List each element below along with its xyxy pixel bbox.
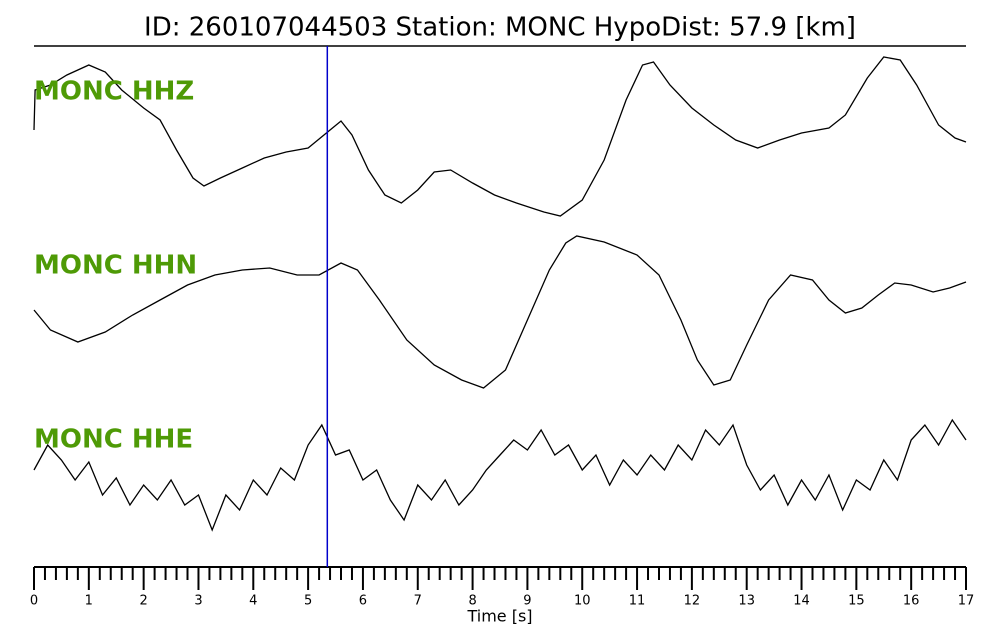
x-tick-label: 1 xyxy=(85,594,93,609)
trace-label: MONC HHN xyxy=(34,251,197,281)
x-tick-label: 10 xyxy=(574,594,591,609)
x-tick-label: 9 xyxy=(523,594,531,609)
trace xyxy=(33,235,967,389)
x-tick-label: 8 xyxy=(468,594,476,609)
trace xyxy=(33,56,967,217)
trace xyxy=(33,418,967,532)
x-tick-label: 2 xyxy=(140,594,148,609)
x-axis-label: Time [s] xyxy=(466,607,532,626)
x-tick-label: 3 xyxy=(194,594,202,609)
x-tick-label: 0 xyxy=(30,594,38,609)
x-tick-label: 4 xyxy=(249,594,257,609)
x-tick-label: 11 xyxy=(629,594,646,609)
chart-title: ID: 260107044503 Station: MONC HypoDist:… xyxy=(144,13,856,43)
trace-label: MONC HHZ xyxy=(34,77,194,107)
x-tick-label: 6 xyxy=(359,594,367,609)
trace-label: MONC HHE xyxy=(34,425,193,455)
x-tick-label: 7 xyxy=(414,594,422,609)
x-tick-label: 16 xyxy=(903,594,920,609)
x-tick-label: 17 xyxy=(958,594,975,609)
x-tick-label: 5 xyxy=(304,594,312,609)
x-tick-label: 13 xyxy=(738,594,755,609)
x-tick-label: 12 xyxy=(684,594,701,609)
x-tick-label: 14 xyxy=(793,594,810,609)
x-tick-label: 15 xyxy=(848,594,865,609)
